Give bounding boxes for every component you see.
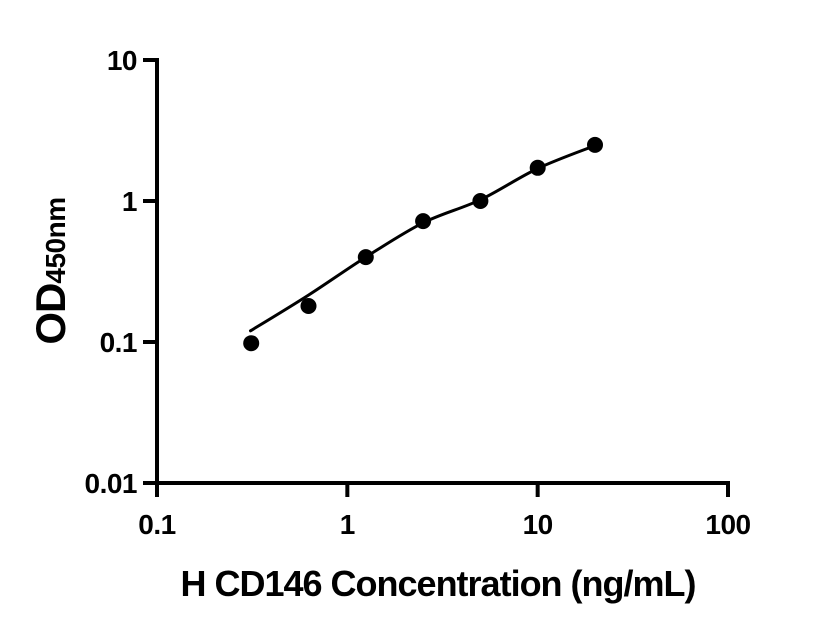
x-tick-label: 0.1: [138, 509, 175, 540]
data-point-marker: [357, 249, 374, 266]
data-layer: [243, 136, 603, 352]
x-tick-label: 100: [705, 509, 750, 540]
axes-layer: [143, 58, 730, 497]
data-point-marker: [243, 335, 260, 352]
y-tick-label: 0.1: [100, 327, 137, 358]
y-axis-title-main: OD: [27, 284, 74, 345]
y-axis-title: OD450nm: [27, 197, 74, 344]
data-point-marker: [300, 298, 317, 314]
x-axis-title: H CD146 Concentration (ng/mL): [180, 563, 695, 604]
y-tick-label: 0.01: [85, 468, 138, 499]
data-point-marker: [415, 213, 432, 230]
axis-frame: [143, 58, 730, 497]
y-tick-label: 1: [122, 186, 137, 217]
y-axis-title-subscript: 450nm: [40, 197, 71, 283]
y-tick-label: 10: [107, 45, 137, 76]
data-point-marker: [587, 136, 603, 153]
x-tick-label: 10: [523, 509, 553, 540]
data-point-marker: [529, 159, 546, 176]
x-tick-label: 1: [340, 509, 355, 540]
data-point-marker: [472, 193, 489, 209]
